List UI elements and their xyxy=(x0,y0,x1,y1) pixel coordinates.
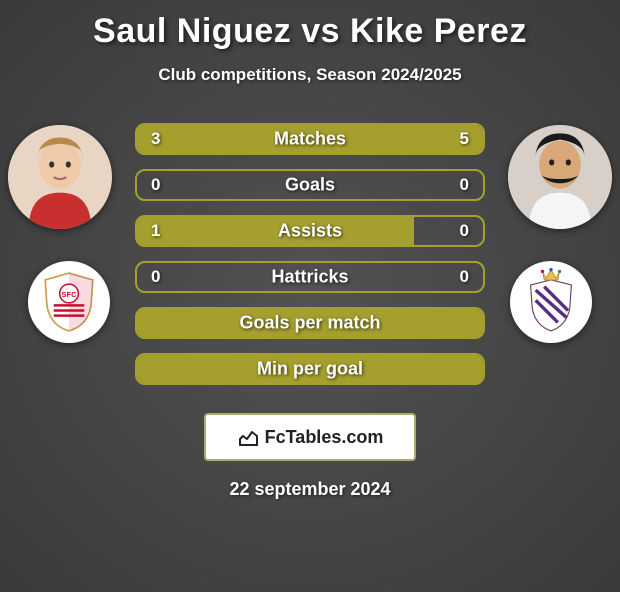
chart-icon xyxy=(237,425,261,449)
stat-label: Matches xyxy=(137,129,483,150)
stat-bar: 00Goals xyxy=(135,169,485,201)
comparison-body: SFC 35Matches 00Goals 10Assists 00Hattricks… xyxy=(0,125,620,405)
stat-bar: 35Matches xyxy=(135,123,485,155)
svg-text:SFC: SFC xyxy=(61,290,77,299)
comparison-date: 22 september 2024 xyxy=(0,479,620,500)
stat-bar: 00Hattricks xyxy=(135,261,485,293)
player-left-photo xyxy=(8,125,112,229)
stat-bar: Min per goal xyxy=(135,353,485,385)
stat-label: Goals xyxy=(137,175,483,196)
comparison-subtitle: Club competitions, Season 2024/2025 xyxy=(0,65,620,85)
stat-label: Goals per match xyxy=(137,313,483,334)
club-right-logo xyxy=(510,261,592,343)
branding-badge: FcTables.com xyxy=(204,413,416,461)
comparison-title: Saul Niguez vs Kike Perez xyxy=(0,12,620,51)
stat-bar: Goals per match xyxy=(135,307,485,339)
stats-bars: 35Matches 00Goals 10Assists 00Hattricks Goal… xyxy=(135,123,485,385)
stat-label: Hattricks xyxy=(137,267,483,288)
stat-label: Assists xyxy=(137,221,483,242)
stat-bar: 10Assists xyxy=(135,215,485,247)
branding-label: FcTables.com xyxy=(265,427,384,448)
club-left-logo: SFC xyxy=(28,261,110,343)
stat-label: Min per goal xyxy=(137,359,483,380)
player-right-photo xyxy=(508,125,612,229)
